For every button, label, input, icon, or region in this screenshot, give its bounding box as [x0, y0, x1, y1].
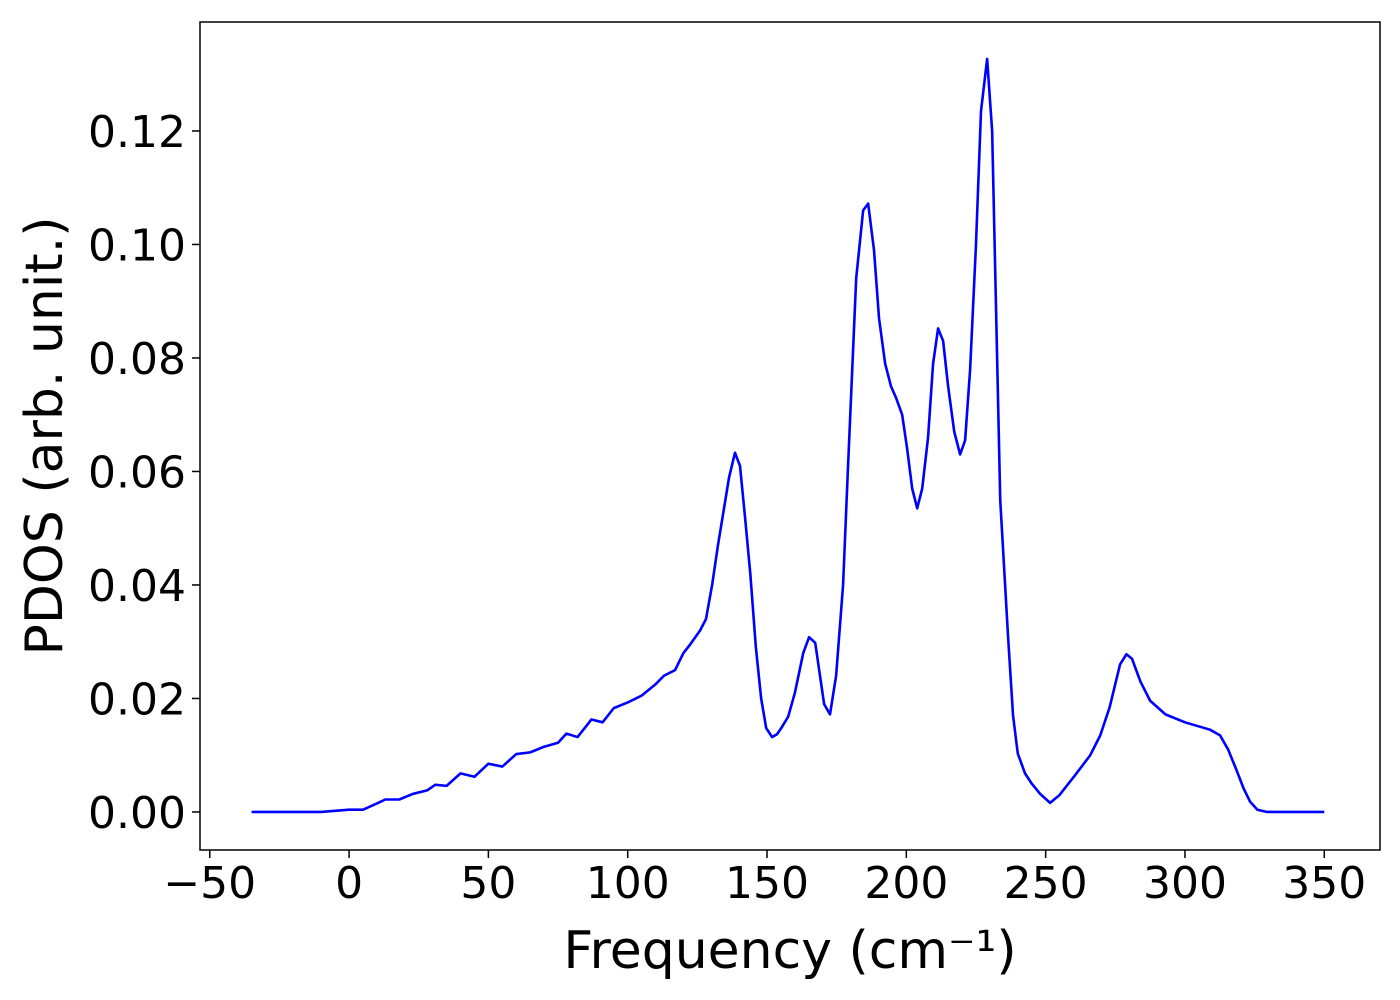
y-tick-label: 0.04 [88, 561, 186, 612]
y-tick-label: 0.12 [88, 107, 186, 158]
plot-frame [199, 21, 1381, 851]
y-tick-label: 0.00 [88, 788, 186, 839]
x-tick-label: 250 [1004, 858, 1088, 909]
y-tick-label: 0.08 [88, 334, 186, 385]
x-tick-label: 150 [725, 858, 809, 909]
x-tick-label: 300 [1143, 858, 1227, 909]
y-tick-label: 0.10 [88, 220, 186, 271]
x-axis-label: Frequency (cm⁻¹) [563, 921, 1016, 981]
y-axis-label: PDOS (arb. unit.) [15, 216, 75, 655]
x-tick-label: 50 [460, 858, 516, 909]
x-tick-label: 350 [1282, 858, 1366, 909]
pdos-line [251, 57, 1325, 814]
x-tick-label: 200 [864, 858, 948, 909]
x-tick-label: 100 [586, 858, 670, 909]
x-tick-label: −50 [163, 858, 256, 909]
y-tick-label: 0.02 [88, 674, 186, 725]
x-tick-label: 0 [335, 858, 363, 909]
y-tick-label: 0.06 [88, 447, 186, 498]
